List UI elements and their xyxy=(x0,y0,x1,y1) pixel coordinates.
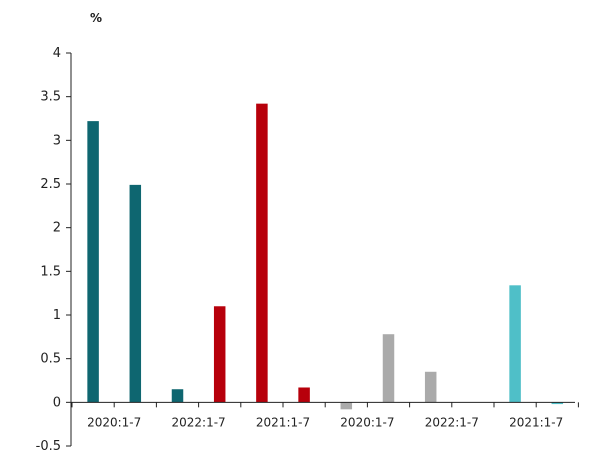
bar xyxy=(298,387,310,403)
y-tick-label: 1 xyxy=(53,308,61,323)
y-tick-label: 2.5 xyxy=(40,177,61,192)
x-tick-label: 2020:1-7 xyxy=(87,415,141,429)
bar xyxy=(424,371,437,403)
x-tick-label: 2022:1-7 xyxy=(172,415,226,429)
unit-label: % xyxy=(90,11,102,25)
x-tick-label: 2022:1-7 xyxy=(425,415,479,429)
bars xyxy=(87,103,564,410)
y-tick-label: 0.5 xyxy=(40,352,61,367)
x-tick-label: 2021:1-7 xyxy=(256,415,310,429)
bar xyxy=(129,184,142,403)
bar xyxy=(213,306,226,403)
bar xyxy=(340,402,353,410)
y-tick-label: 1.5 xyxy=(40,264,61,279)
x-tick-label: 2021:1-7 xyxy=(509,415,563,429)
y-tick-label: 3.5 xyxy=(40,90,61,105)
y-tick-label: 2 xyxy=(53,221,61,236)
bar xyxy=(171,389,184,403)
x-tick-label: 2020:1-7 xyxy=(340,415,394,429)
bar xyxy=(87,121,99,403)
bar xyxy=(509,285,521,403)
bar xyxy=(256,103,268,403)
x-axis: 2020:1-7 2022:1-7 2021:1-7 2020:1-7 2022:1-7… xyxy=(71,401,579,429)
y-tick-label: -0.5 xyxy=(36,439,61,454)
y-tick-label: 3 xyxy=(53,133,61,148)
bar xyxy=(382,334,395,403)
y-tick-label: 4 xyxy=(53,46,61,61)
y-axis: 4 3.5 3 2.5 2 1.5 1 0.5 0 -0.5 xyxy=(36,46,72,454)
bar xyxy=(551,402,564,405)
y-tick-label: 0 xyxy=(53,395,61,410)
